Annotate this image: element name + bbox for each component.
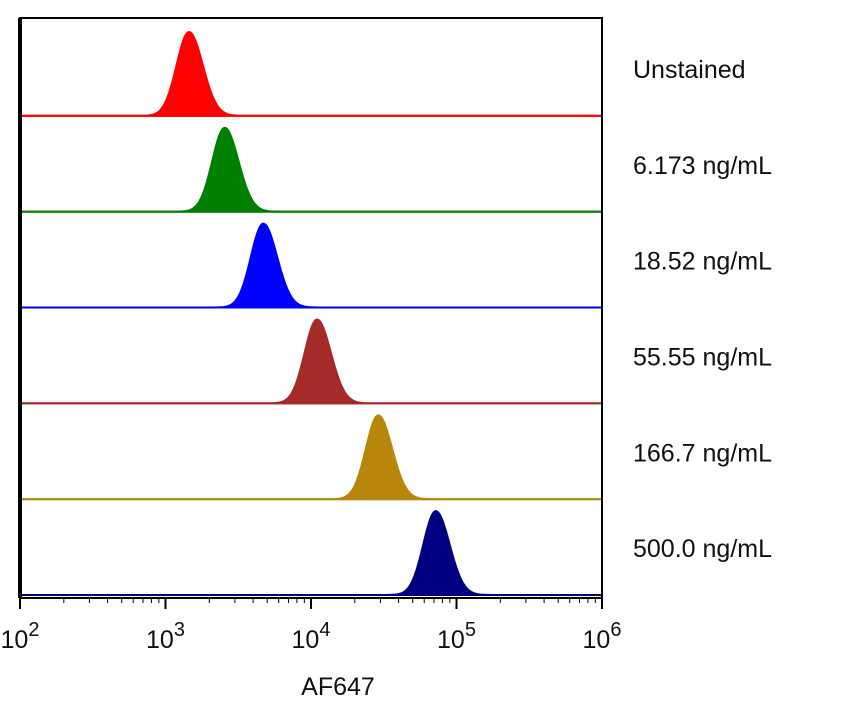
x-tick-label: 103: [146, 619, 185, 654]
histogram-series: [20, 318, 602, 405]
legend-label: 166.7 ng/mL: [633, 439, 772, 467]
x-axis: 102 103 104 105 106: [1, 598, 622, 654]
x-tick-label: 104: [292, 619, 331, 654]
legend: Unstained 6.173 ng/mL 18.52 ng/mL 55.55 ng/…: [633, 56, 772, 563]
histogram-panels: [20, 30, 602, 596]
x-tick-label: 106: [583, 619, 622, 654]
legend-label: 55.55 ng/mL: [633, 343, 772, 371]
legend-label: 6.173 ng/mL: [633, 152, 772, 180]
legend-label: 500.0 ng/mL: [633, 535, 772, 563]
x-tick-label: 105: [437, 619, 476, 654]
x-axis-label: AF647: [301, 673, 375, 701]
legend-label: 18.52 ng/mL: [633, 248, 772, 276]
histogram-series: [20, 30, 602, 117]
histogram-series: [20, 222, 602, 309]
histogram-series: [20, 126, 602, 213]
legend-label: Unstained: [633, 56, 746, 84]
histogram-series: [20, 510, 602, 596]
histogram-series: [20, 414, 602, 501]
x-tick-label: 102: [1, 619, 40, 654]
